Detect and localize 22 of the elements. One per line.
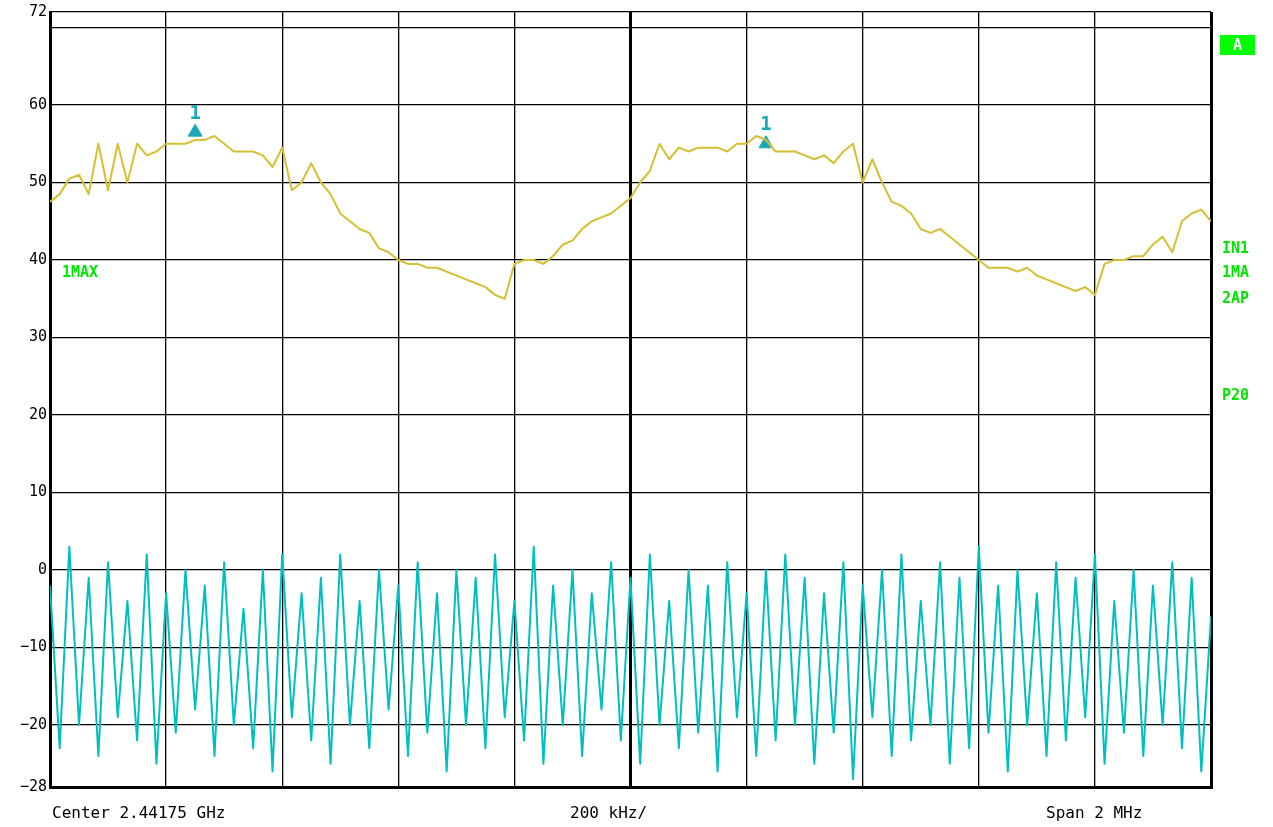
y-tick-label: 20 xyxy=(28,404,47,423)
text: 1 xyxy=(760,112,772,135)
text: A xyxy=(1220,35,1256,55)
y-tick-label: 0 xyxy=(37,559,47,578)
annotation: 1MAX xyxy=(62,263,99,281)
y-tick-label: 40 xyxy=(28,249,47,268)
y-tick-label: 10 xyxy=(28,482,47,501)
y-tick-label: −20 xyxy=(19,714,47,733)
y-tick-label: 30 xyxy=(28,327,47,346)
text: IN1 xyxy=(1222,239,1250,257)
y-tick-label: 72 xyxy=(28,1,47,20)
y-tick-label: 60 xyxy=(28,94,47,113)
y-tick-label: −10 xyxy=(19,637,47,656)
y-tick-label: 50 xyxy=(28,172,47,191)
text: P20 xyxy=(1222,386,1250,404)
text: 1MA xyxy=(1222,263,1250,281)
y-tick-label: −28 xyxy=(19,776,47,795)
text: Center 2.44175 GHz xyxy=(52,803,226,822)
series-label: 1 xyxy=(189,100,201,123)
text: Span 2 MHz xyxy=(1046,803,1143,822)
text: 2AP xyxy=(1222,289,1250,307)
text: 200 kHz/ xyxy=(570,803,648,822)
